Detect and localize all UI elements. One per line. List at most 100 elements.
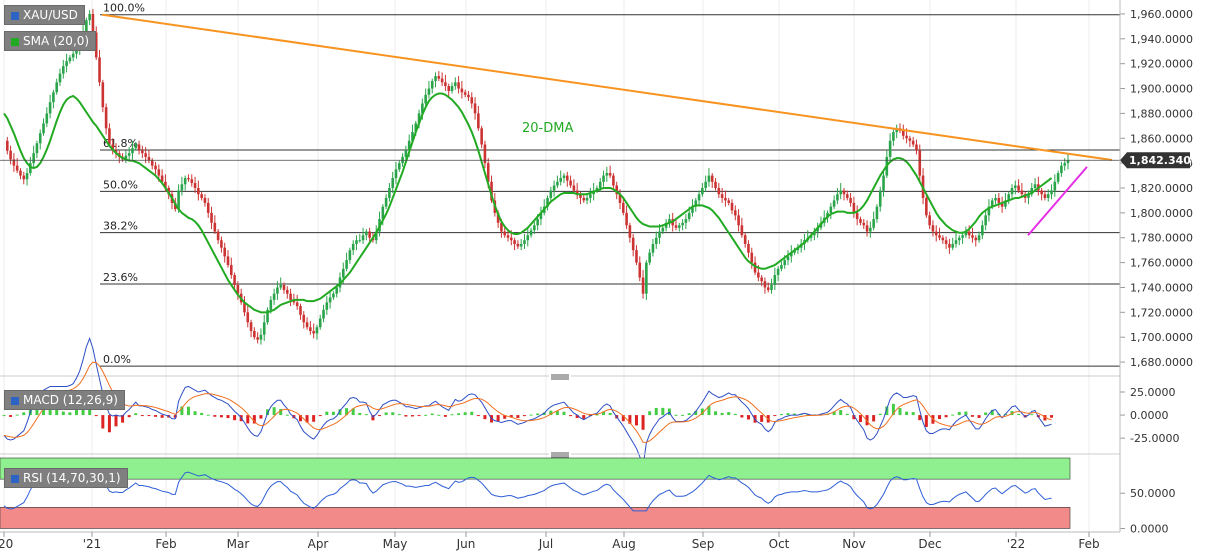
candle-body xyxy=(137,144,141,151)
macd-histogram-bar xyxy=(61,411,65,416)
candle-body xyxy=(641,277,645,294)
candle-body xyxy=(253,330,256,338)
macd-histogram-bar xyxy=(338,409,342,416)
candle-body xyxy=(546,197,549,207)
candle-body xyxy=(289,293,292,300)
y-tick-label: 1,740.0000 xyxy=(1130,281,1193,294)
candle-body xyxy=(981,225,984,236)
candle-body xyxy=(724,197,727,201)
candle-body xyxy=(608,173,612,176)
candle-body xyxy=(684,219,688,223)
candle-body xyxy=(901,130,905,136)
candle-body xyxy=(315,327,319,334)
candle-body xyxy=(486,163,490,182)
candle-body xyxy=(292,299,296,303)
rsi-indicator-label[interactable]: RSI (14,70,30,1) xyxy=(4,468,128,488)
symbol-label[interactable]: XAU/USD xyxy=(4,5,85,25)
candle-body xyxy=(839,190,843,195)
candle-body xyxy=(1010,188,1014,195)
macd-histogram-bar xyxy=(206,414,210,416)
candle-body xyxy=(98,57,101,83)
macd-histogram-bar xyxy=(562,411,566,416)
candle-body xyxy=(556,181,559,186)
pane-resize-handle[interactable] xyxy=(549,452,571,458)
macd-histogram-bar xyxy=(74,409,78,416)
candle-body xyxy=(1030,188,1034,195)
candle-body xyxy=(328,297,332,303)
candle-body xyxy=(783,260,787,266)
candle-body xyxy=(460,88,464,93)
macd-histogram-bar xyxy=(140,415,144,417)
candle-body xyxy=(467,94,470,98)
candle-body xyxy=(615,185,619,195)
candle-body xyxy=(302,314,306,323)
candle-body xyxy=(279,284,283,288)
macd-histogram-bar xyxy=(503,415,507,419)
candle-body xyxy=(878,190,882,207)
candle-body xyxy=(1053,181,1057,191)
candle-body xyxy=(1056,173,1060,182)
x-tick-label: May xyxy=(383,537,408,551)
candle-body xyxy=(249,322,253,331)
candle-body xyxy=(141,150,144,154)
macd-histogram-bar xyxy=(358,412,362,416)
rsi-pane: 50.0000 0.0000 xyxy=(0,457,1176,535)
macd-histogram-bar xyxy=(740,415,744,418)
macd-histogram-bar xyxy=(727,412,731,416)
candle-body xyxy=(5,140,9,151)
candle-body xyxy=(272,293,276,300)
candle-body xyxy=(19,170,22,176)
macd-histogram-bar xyxy=(555,411,559,416)
x-tick-label: Sep xyxy=(692,537,715,551)
sma-indicator-label[interactable]: SMA (20,0) xyxy=(4,31,97,51)
macd-histogram-bar xyxy=(674,414,678,416)
candle-body xyxy=(602,175,605,182)
candle-body xyxy=(391,178,395,188)
macd-histogram-bar xyxy=(424,414,428,416)
candle-body xyxy=(961,235,964,238)
candle-body xyxy=(865,225,869,232)
macd-histogram-bar xyxy=(891,403,895,416)
candle-body xyxy=(552,185,556,191)
macd-histogram-bar xyxy=(154,415,158,417)
macd-histogram-bar xyxy=(733,413,737,416)
current-price-tag: 1,842.3400 xyxy=(0,152,1199,169)
candle-body xyxy=(585,197,589,201)
macd-indicator-label[interactable]: MACD (12,26,9) xyxy=(4,390,125,410)
x-tick-label: Nov xyxy=(842,537,865,551)
candle-body xyxy=(358,240,362,242)
macd-histogram-bar xyxy=(476,415,480,417)
candle-body xyxy=(994,197,997,201)
candle-body xyxy=(322,309,325,319)
macd-histogram-bar xyxy=(634,415,638,426)
candle-body xyxy=(1043,194,1047,198)
macd-histogram-bar xyxy=(483,415,487,420)
candle-body xyxy=(190,179,194,184)
candle-body xyxy=(243,302,246,313)
candle-body xyxy=(941,237,945,241)
candle-body xyxy=(954,240,958,244)
candle-body xyxy=(565,175,569,181)
candle-body xyxy=(1066,160,1070,164)
macd-histogram-bar xyxy=(121,415,125,423)
candle-body xyxy=(710,175,714,182)
macd-histogram-bar xyxy=(905,411,909,416)
candle-body xyxy=(681,222,684,226)
candle-body xyxy=(829,206,833,213)
pane-resize-handle[interactable] xyxy=(549,374,571,380)
price-candles xyxy=(5,8,1070,345)
candle-body xyxy=(200,194,203,198)
candle-body xyxy=(483,144,487,164)
macd-histogram-bar xyxy=(114,415,118,427)
candle-body xyxy=(1004,200,1007,207)
macd-histogram-bar xyxy=(312,415,316,422)
candle-body xyxy=(714,181,717,188)
rsi-y-tick-label: 0.0000 xyxy=(1130,522,1169,535)
candle-body xyxy=(882,175,885,191)
x-tick-label: '20 xyxy=(0,537,13,551)
macd-histogram-bar xyxy=(858,415,862,423)
candle-body xyxy=(325,302,329,310)
macd-histogram-bar xyxy=(970,415,974,417)
candle-body xyxy=(737,215,740,226)
candle-body xyxy=(638,262,642,278)
